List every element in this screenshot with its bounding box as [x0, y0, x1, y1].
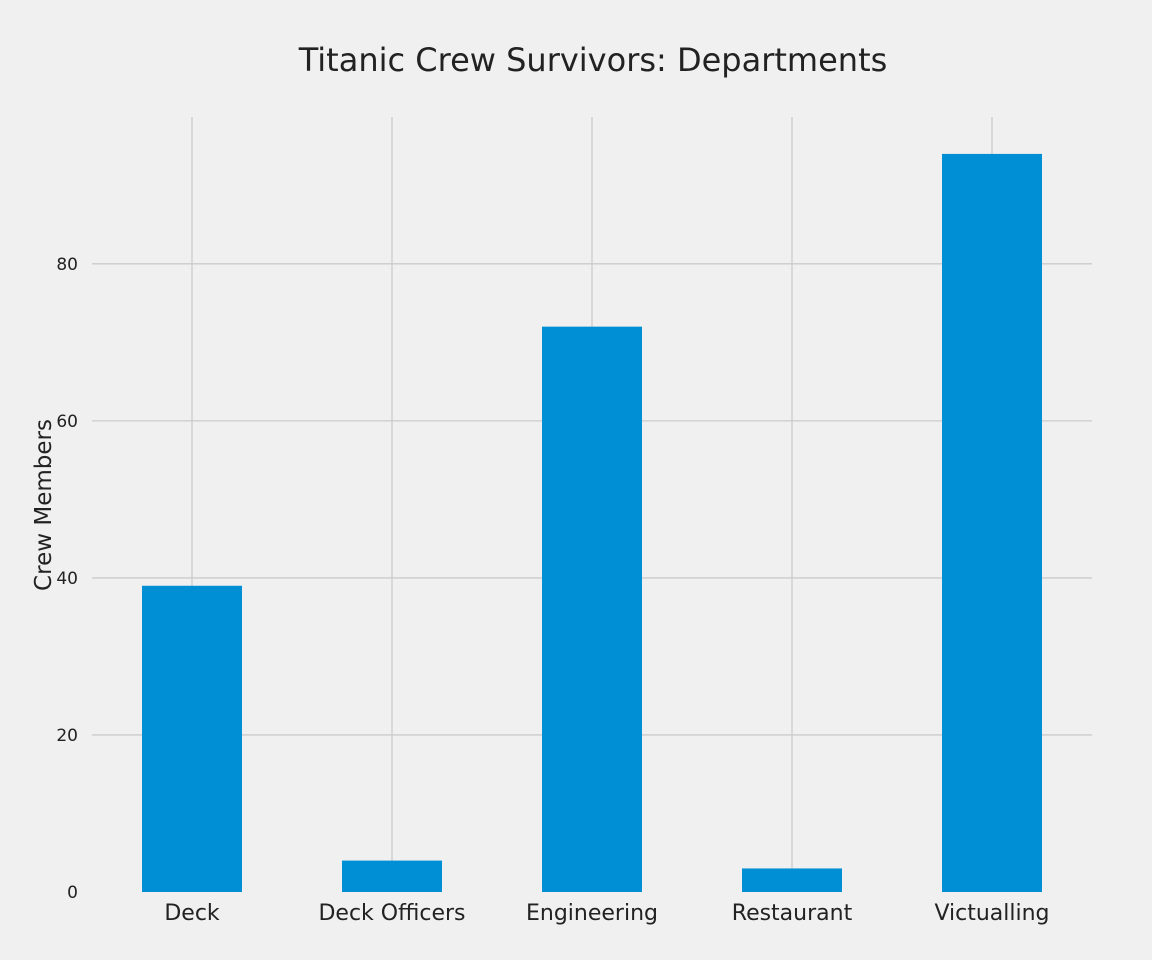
bars [142, 153, 1042, 892]
y-tick-label: 40 [56, 569, 78, 589]
y-tick-label: 60 [56, 412, 78, 432]
chart-title: Titanic Crew Survivors: Departments [298, 41, 888, 79]
x-tick-label: Restaurant [732, 901, 853, 926]
bar-restaurant [742, 868, 842, 892]
y-tick-label: 0 [67, 883, 78, 903]
bar-deck-officers [342, 860, 442, 892]
y-tick-labels: 0 20 40 60 80 [56, 255, 78, 903]
x-tick-label: Deck Officers [318, 901, 465, 926]
bar-deck [142, 585, 242, 892]
x-tick-label: Deck [164, 901, 220, 926]
y-tick-label: 80 [56, 255, 78, 275]
y-axis-label: Crew Members [31, 419, 57, 591]
bar-victualling [942, 153, 1042, 892]
x-tick-label: Victualling [934, 901, 1049, 926]
y-tick-label: 20 [56, 726, 78, 746]
x-tick-label: Engineering [526, 901, 658, 926]
x-tick-labels: Deck Deck Officers Engineering Restaurant Vi… [164, 901, 1049, 926]
bar-engineering [542, 326, 642, 892]
